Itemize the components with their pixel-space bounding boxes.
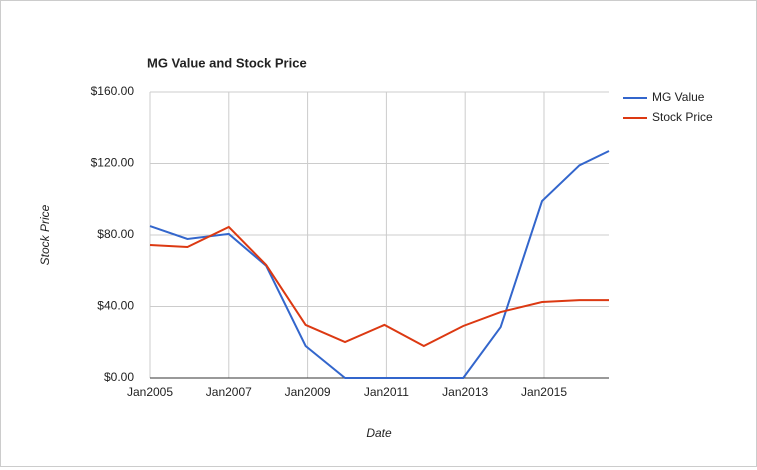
x-axis-title: Date: [366, 426, 392, 440]
x-tick-label: Jan2015: [521, 385, 567, 399]
data-line: [149, 225, 609, 348]
x-tick-label: Jan2005: [127, 385, 173, 399]
y-tick-label: $120.00: [91, 156, 135, 170]
x-tick-label: Jan2011: [364, 385, 409, 399]
legend-label: MG Value: [652, 90, 705, 104]
y-axis-title: Stock Price: [38, 204, 52, 265]
y-tick-label: $160.00: [91, 84, 135, 98]
legend-label: Stock Price: [652, 110, 713, 124]
y-tick-label: $80.00: [97, 227, 134, 241]
y-tick-label: $0.00: [104, 370, 134, 384]
y-tick-label: $40.00: [97, 299, 134, 313]
x-tick-label: Jan2009: [285, 385, 331, 399]
x-tick-label: Jan2007: [206, 385, 252, 399]
x-tick-label: Jan2013: [442, 385, 488, 399]
chart-title: MG Value and Stock Price: [147, 55, 307, 70]
data-line: [149, 150, 610, 379]
